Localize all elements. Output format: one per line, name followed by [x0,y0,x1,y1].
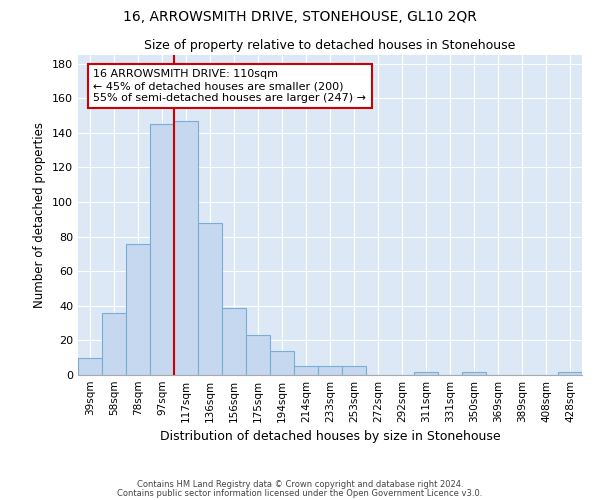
Bar [126,244,150,375]
Bar [342,366,366,375]
Bar [318,366,342,375]
Bar [558,372,582,375]
Bar [414,372,438,375]
Bar [462,372,486,375]
Bar [294,366,318,375]
Title: Size of property relative to detached houses in Stonehouse: Size of property relative to detached ho… [145,40,515,52]
Bar [102,312,126,375]
X-axis label: Distribution of detached houses by size in Stonehouse: Distribution of detached houses by size … [160,430,500,444]
Text: 16 ARROWSMITH DRIVE: 110sqm
← 45% of detached houses are smaller (200)
55% of se: 16 ARROWSMITH DRIVE: 110sqm ← 45% of det… [93,70,366,102]
Bar [174,120,198,375]
Bar [150,124,174,375]
Bar [78,358,102,375]
Bar [198,223,222,375]
Text: Contains HM Land Registry data © Crown copyright and database right 2024.: Contains HM Land Registry data © Crown c… [137,480,463,489]
Bar [246,335,270,375]
Bar [222,308,246,375]
Y-axis label: Number of detached properties: Number of detached properties [34,122,46,308]
Bar [270,351,294,375]
Text: 16, ARROWSMITH DRIVE, STONEHOUSE, GL10 2QR: 16, ARROWSMITH DRIVE, STONEHOUSE, GL10 2… [123,10,477,24]
Text: Contains public sector information licensed under the Open Government Licence v3: Contains public sector information licen… [118,490,482,498]
